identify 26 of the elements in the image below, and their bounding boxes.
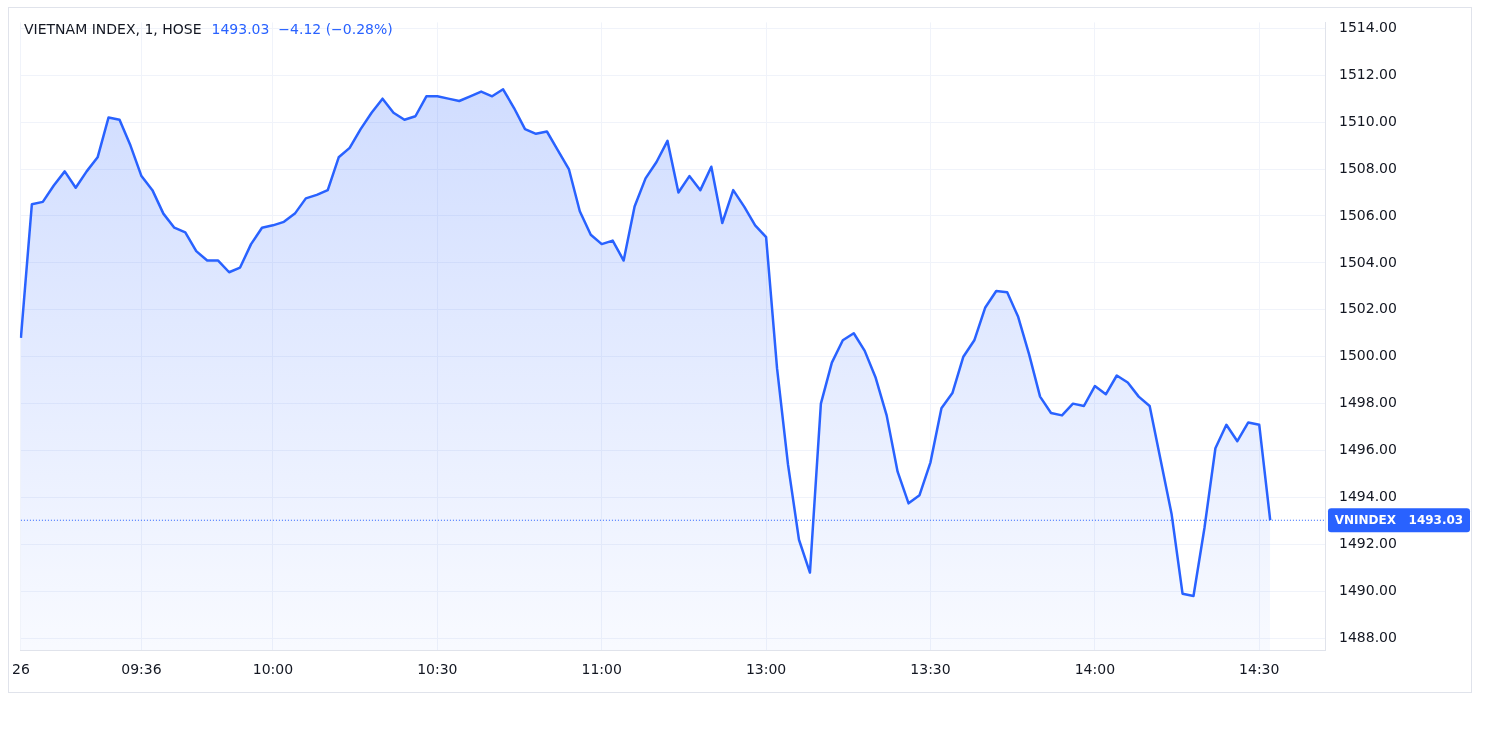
y-tick-label: 1494.00 (1339, 488, 1397, 505)
x-tick-label: 14:30 (1239, 661, 1280, 678)
x-tick-label: 09:36 (121, 661, 162, 678)
y-tick-label: 1514.00 (1339, 18, 1397, 35)
y-tick-label: 1488.00 (1339, 628, 1397, 645)
y-tick-label: 1502.00 (1339, 300, 1397, 317)
y-tick-label: 1496.00 (1339, 441, 1397, 458)
y-tick-label: 1498.00 (1339, 394, 1397, 411)
y-tick-label: 1500.00 (1339, 347, 1397, 364)
ref-line-label: VNINDEX 1493.03 (1334, 513, 1464, 528)
x-tick-label: 10:30 (417, 661, 458, 678)
y-tick-label: 1492.00 (1339, 535, 1397, 552)
x-tick-label: 10:00 (252, 661, 294, 678)
x-tick-label: 13:30 (910, 661, 951, 678)
chart-subtitle: 1493.03 −4.12 (−0.28%) (211, 21, 393, 37)
y-tick-label: 1504.00 (1339, 253, 1397, 270)
y-tick-label: 1510.00 (1339, 112, 1397, 129)
y-tick-label: 1506.00 (1339, 206, 1397, 223)
chart-title: VIETNAM INDEX, 1, HOSE (24, 21, 202, 37)
x-tick-label: 14:00 (1074, 661, 1116, 678)
x-tick-label: 11:00 (581, 661, 622, 678)
x-tick-label: 13:00 (745, 661, 787, 678)
y-tick-label: 1512.00 (1339, 65, 1397, 82)
y-tick-label: 1490.00 (1339, 581, 1397, 598)
x-tick-label: 26 (11, 661, 30, 678)
y-tick-label: 1508.00 (1339, 159, 1397, 176)
